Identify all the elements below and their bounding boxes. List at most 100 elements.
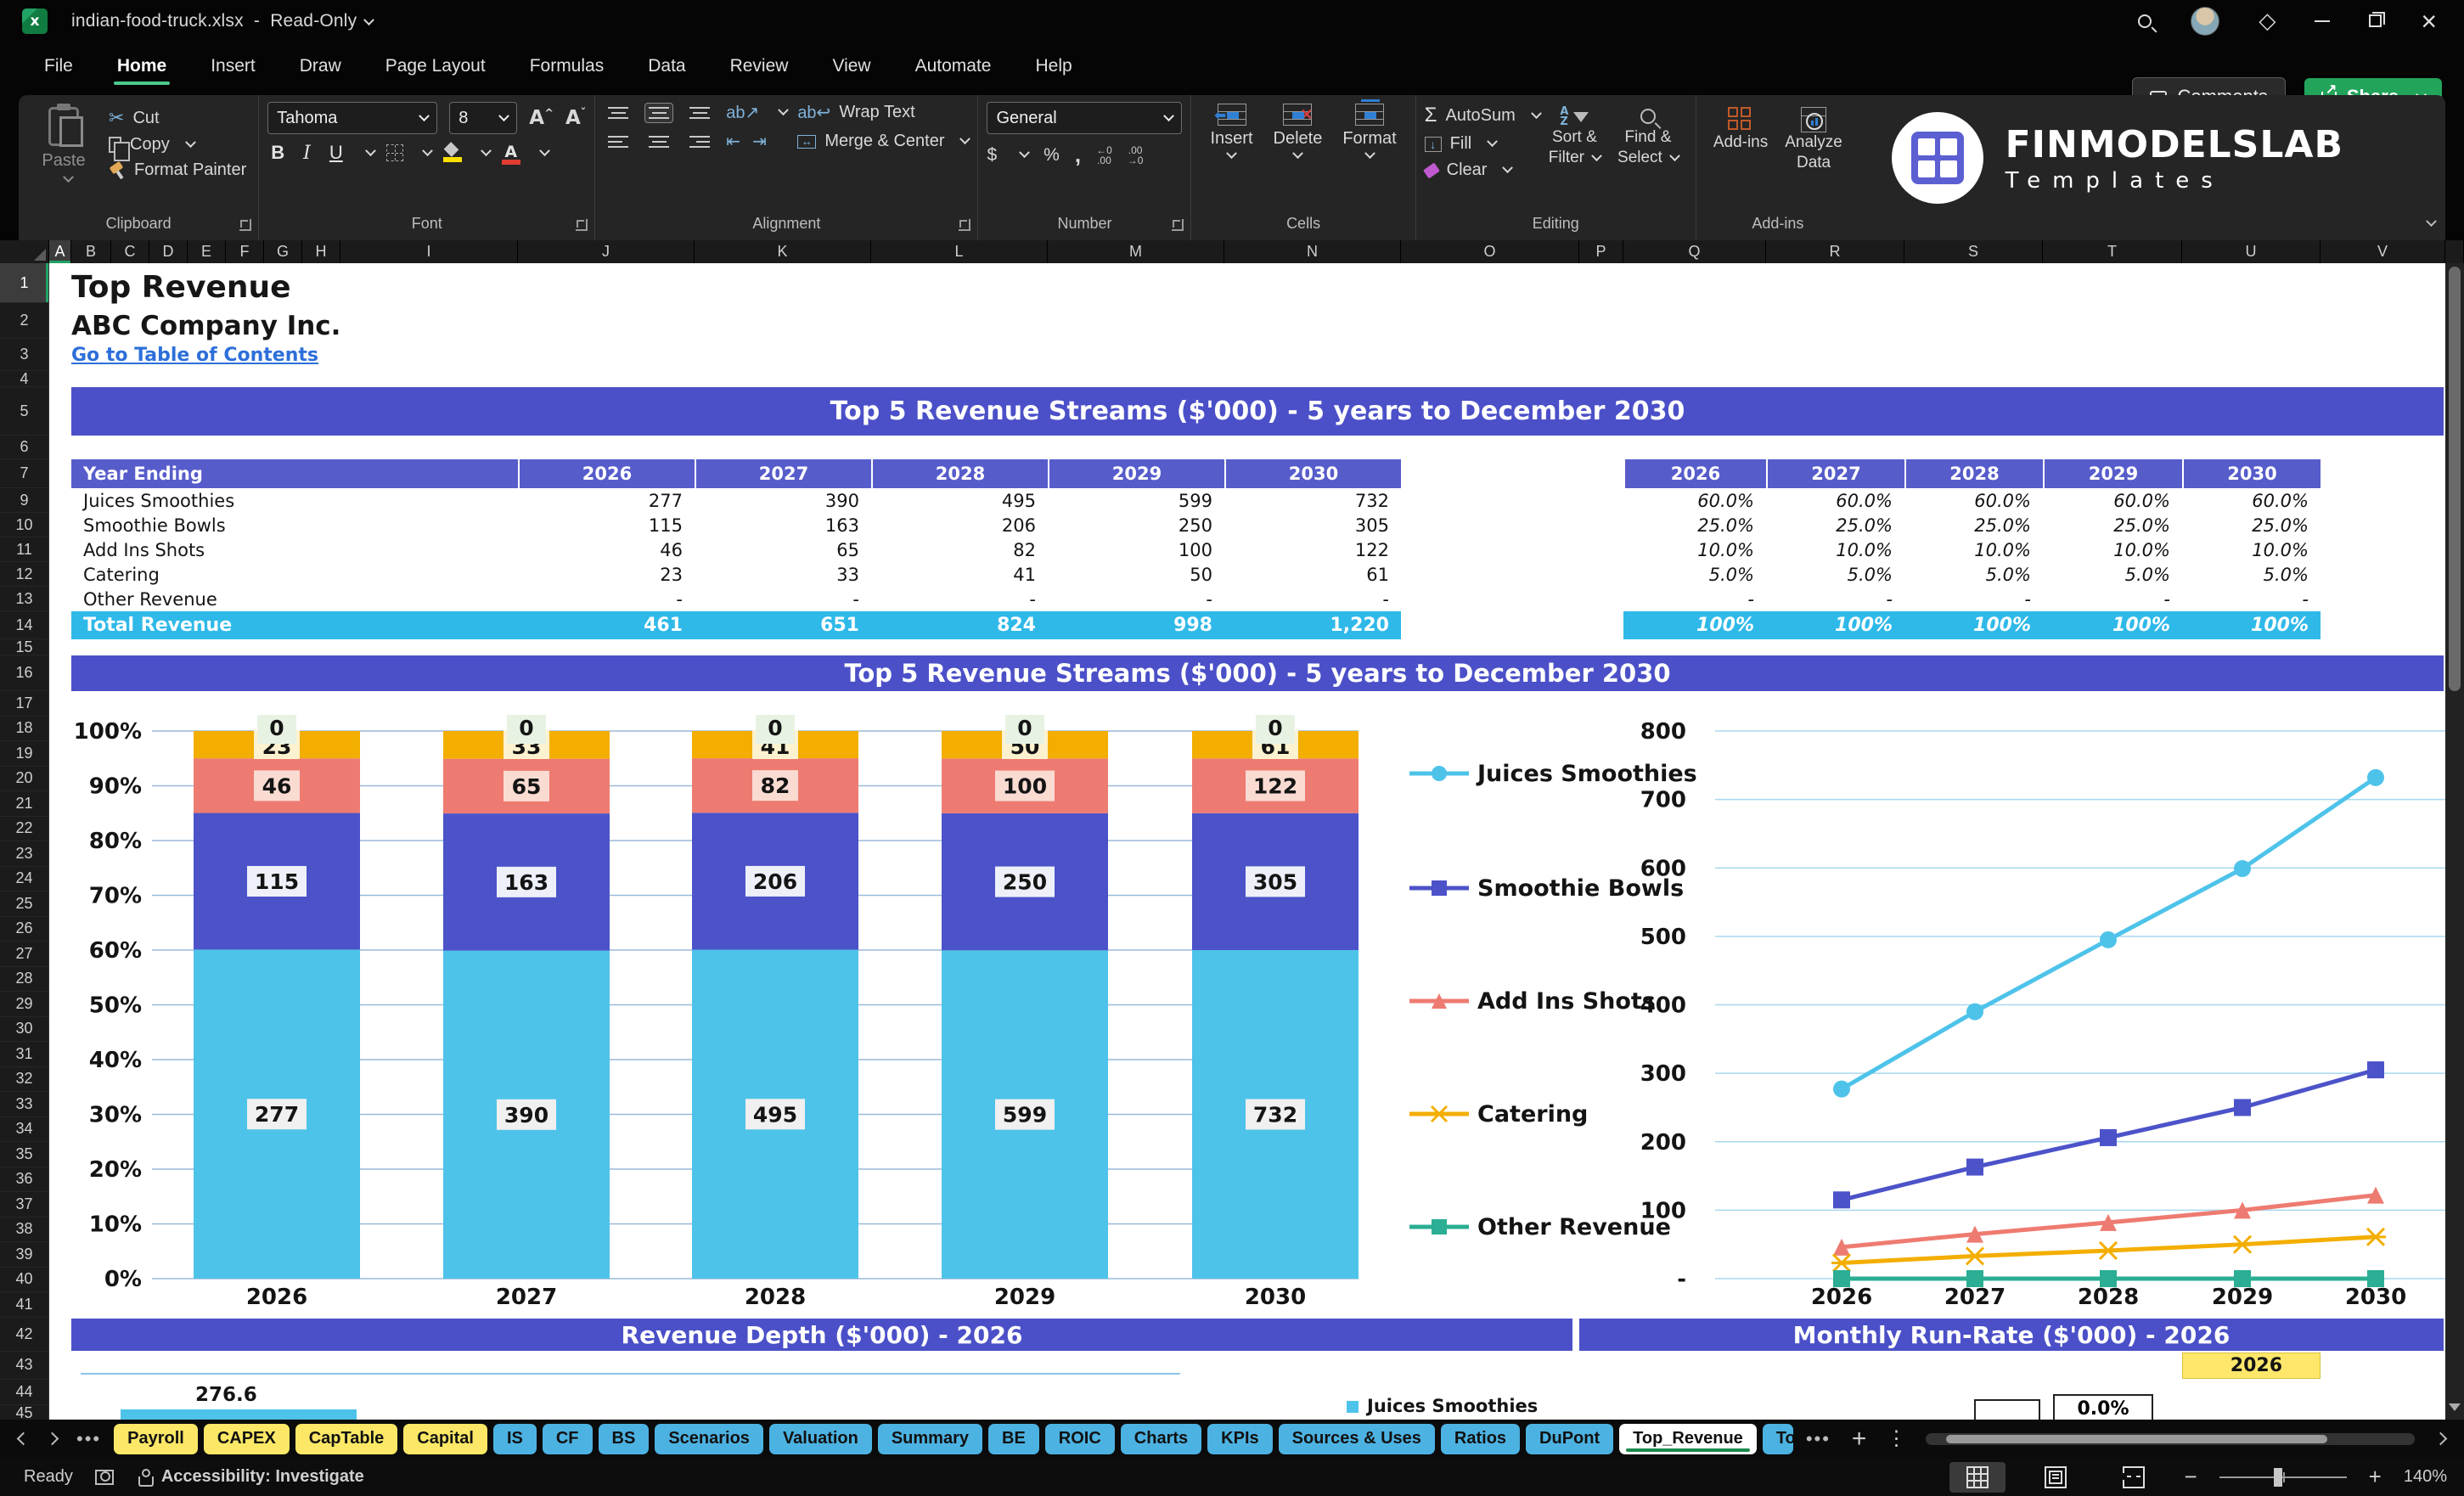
row-header-28[interactable]: 28 — [0, 967, 48, 992]
column-header-A[interactable]: A — [49, 240, 71, 263]
column-header-D[interactable]: D — [149, 240, 188, 263]
underline-button[interactable]: U — [329, 142, 343, 163]
value-cell[interactable]: - — [1382, 588, 1389, 610]
total-pct-cell[interactable]: 100% — [2112, 615, 2170, 636]
row-label-catering[interactable]: Catering — [83, 564, 160, 585]
select-all-corner[interactable] — [0, 240, 49, 263]
addins-button[interactable]: Add-ins — [1705, 102, 1776, 153]
zoom-slider-thumb[interactable] — [2273, 1467, 2282, 1487]
pct-cell[interactable]: 10.0% — [2113, 539, 2170, 560]
row-header-25[interactable]: 25 — [0, 891, 48, 917]
value-cell[interactable]: 82 — [1013, 539, 1036, 560]
row-header-31[interactable]: 31 — [0, 1042, 48, 1067]
scroll-right-button[interactable] — [2433, 1431, 2448, 1446]
runrate-year-cell[interactable]: 2026 — [2182, 1353, 2321, 1379]
format-painter-button[interactable]: Format Painter — [109, 160, 246, 180]
tabs-overflow-icon[interactable]: ••• — [1805, 1427, 1831, 1449]
align-right-icon[interactable] — [685, 132, 714, 152]
search-icon[interactable] — [2138, 14, 2152, 28]
right-header-year-2029[interactable]: 2029 — [2043, 459, 2182, 488]
pct-cell[interactable]: 25.0% — [2113, 515, 2170, 536]
font-dialog-launcher[interactable] — [576, 219, 588, 231]
tabs-more-icon[interactable]: ••• — [76, 1427, 102, 1449]
row-header-13[interactable]: 13 — [0, 587, 48, 611]
menu-item-data[interactable]: Data — [648, 56, 686, 76]
row-header-23[interactable]: 23 — [0, 841, 48, 867]
row-header-38[interactable]: 38 — [0, 1218, 48, 1242]
row-header-22[interactable]: 22 — [0, 817, 48, 841]
font-name-select[interactable]: Tahoma — [267, 102, 438, 134]
sheet-tab-cf[interactable]: CF — [542, 1423, 593, 1454]
sheet-tab-scenarios[interactable]: Scenarios — [655, 1423, 763, 1454]
sheet-tab-captable[interactable]: CapTable — [295, 1423, 398, 1454]
page-layout-view-button[interactable] — [2028, 1462, 2084, 1493]
number-dialog-launcher[interactable] — [1172, 219, 1184, 231]
column-header-E[interactable]: E — [188, 240, 226, 263]
column-header-K[interactable]: K — [695, 240, 871, 263]
close-button[interactable]: × — [2421, 5, 2437, 37]
row-header-17[interactable]: 17 — [0, 691, 48, 717]
value-cell[interactable]: - — [676, 588, 683, 610]
menu-item-insert[interactable]: Insert — [211, 56, 256, 76]
value-cell[interactable]: 163 — [824, 515, 859, 536]
account-avatar[interactable] — [2191, 6, 2220, 36]
align-left-icon[interactable] — [604, 132, 633, 152]
pct-cell[interactable]: 10.0% — [1836, 539, 1893, 560]
left-header-year-2029[interactable]: 2029 — [1048, 459, 1224, 488]
row-header-2[interactable]: 2 — [0, 303, 48, 339]
vertical-scrollbar[interactable] — [2445, 263, 2464, 1420]
column-header-T[interactable]: T — [2043, 240, 2182, 263]
column-header-J[interactable]: J — [518, 240, 695, 263]
column-header-C[interactable]: C — [111, 240, 149, 263]
row-headers[interactable]: 1 2 3 4 5 6 7 9 10 11 12 13 14 15 16 17 18 19 20 21 22 23 24 25… — [0, 263, 49, 1422]
autosum-button[interactable]: Σ AutoSum — [1425, 104, 1542, 127]
total-value-cell[interactable]: 651 — [820, 615, 859, 636]
row-header-36[interactable]: 36 — [0, 1167, 48, 1192]
percent-icon[interactable]: % — [1044, 144, 1060, 165]
value-cell[interactable]: - — [852, 588, 859, 610]
sheet-tab-summary[interactable]: Summary — [877, 1423, 982, 1454]
value-cell[interactable]: 33 — [836, 564, 859, 585]
normal-view-button[interactable] — [1949, 1461, 2006, 1493]
row-header-9[interactable]: 9 — [0, 488, 48, 513]
pct-cell[interactable]: - — [1747, 588, 1754, 610]
column-header-P[interactable]: P — [1579, 240, 1623, 263]
orientation-icon[interactable]: ab↗ — [726, 104, 760, 122]
value-cell[interactable]: 41 — [1013, 564, 1036, 585]
row-header-6[interactable]: 6 — [0, 436, 48, 459]
sheet-tab-kpis[interactable]: KPIs — [1207, 1423, 1273, 1454]
zoom-slider[interactable] — [2219, 1467, 2347, 1487]
menu-item-file[interactable]: File — [44, 56, 73, 76]
wrap-text-button[interactable]: ab↩ Wrap Text — [797, 103, 915, 122]
value-cell[interactable]: 65 — [836, 539, 859, 560]
right-header-year-2026[interactable]: 2026 — [1623, 459, 1766, 488]
row-header-20[interactable]: 20 — [0, 767, 48, 791]
row-header-24[interactable]: 24 — [0, 867, 48, 891]
zoom-in-button[interactable]: + — [2368, 1464, 2382, 1489]
cut-button[interactable]: ✂ Cut — [109, 107, 160, 128]
column-header-O[interactable]: O — [1401, 240, 1579, 263]
sheet-tab-capital[interactable]: Capital — [403, 1423, 487, 1454]
sheet-tab-bs[interactable]: BS — [598, 1423, 650, 1454]
column-header-F[interactable]: F — [226, 240, 264, 263]
column-header-I[interactable]: I — [340, 240, 518, 263]
row-header-27[interactable]: 27 — [0, 942, 48, 967]
total-pct-cell[interactable]: 100% — [2251, 615, 2309, 636]
row-header-42[interactable]: 42 — [0, 1318, 48, 1352]
find-select-button[interactable]: Find & Select — [1609, 102, 1687, 168]
value-cell[interactable]: 61 — [1366, 564, 1389, 585]
sheet-tab-top-revenue[interactable]: Top_Revenue — [1619, 1423, 1757, 1454]
value-cell[interactable]: - — [1029, 588, 1036, 610]
value-cell[interactable]: 50 — [1190, 564, 1212, 585]
decrease-indent-icon[interactable]: ⇤ — [726, 132, 741, 151]
restore-button[interactable] — [2369, 12, 2386, 27]
pct-cell[interactable]: 60.0% — [1836, 490, 1893, 511]
pct-cell[interactable]: 5.0% — [1708, 564, 1754, 585]
row-header-4[interactable]: 4 — [0, 370, 48, 387]
sheet-tab-ratios[interactable]: Ratios — [1440, 1423, 1521, 1454]
column-header-V[interactable]: V — [2321, 240, 2445, 263]
row-label-smoothie-bowls[interactable]: Smoothie Bowls — [83, 515, 226, 536]
collapse-ribbon-icon[interactable] — [2419, 216, 2437, 232]
row-header-40[interactable]: 40 — [0, 1268, 48, 1292]
column-header-R[interactable]: R — [1766, 240, 1904, 263]
